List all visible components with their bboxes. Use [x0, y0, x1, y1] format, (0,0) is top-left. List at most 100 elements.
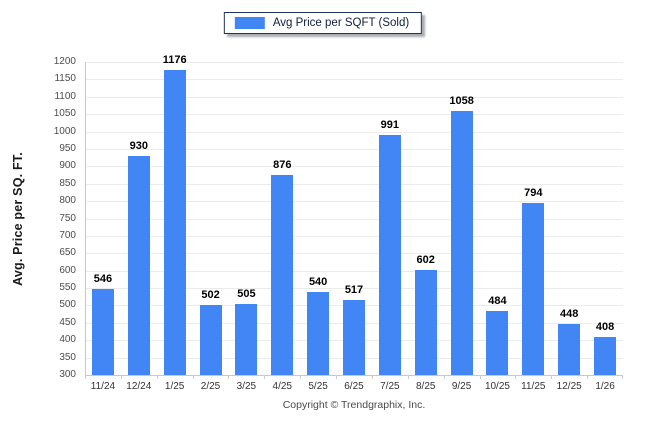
x-tick-label: 2/25: [200, 381, 221, 392]
y-tick-label: 350: [59, 351, 76, 363]
x-tick-label: 9/25: [451, 381, 472, 392]
x-tick-label: 5/25: [308, 381, 328, 392]
x-tick-label: 12/24: [126, 381, 152, 392]
plot-area: 546 11/24 930 12/24 1176 1/25 502 2/25 505 3/25 87…: [85, 54, 623, 392]
x-axis-tick: [371, 375, 373, 379]
y-tick-label: 700: [59, 229, 76, 241]
x-axis-line: [85, 375, 623, 376]
y-tick-label: 650: [59, 247, 76, 259]
x-tick-label: 12/25: [556, 381, 582, 392]
y-tick-label: 950: [59, 142, 76, 154]
bar: [91, 289, 114, 375]
x-axis-tick: [336, 375, 338, 379]
bar: [163, 70, 186, 375]
bar: [235, 303, 258, 375]
x-axis-tick: [228, 375, 230, 379]
x-axis-tick: [551, 375, 553, 379]
bar: [199, 304, 222, 375]
legend: Avg Price per SQFT (Sold): [223, 12, 423, 34]
y-tick-label: 550: [59, 282, 76, 294]
x-axis-tick: [264, 375, 266, 379]
y-tick-label: 450: [59, 316, 76, 328]
y-tick-label: 1100: [54, 90, 76, 102]
gridline: [85, 166, 623, 168]
gridline: [85, 218, 623, 220]
gridline: [85, 201, 623, 203]
legend-swatch: [234, 17, 265, 29]
gridline: [85, 288, 623, 290]
gridline: [85, 148, 623, 150]
gridline: [85, 253, 623, 255]
x-axis-tick: [479, 375, 481, 379]
bar: [271, 174, 294, 375]
x-axis-tick: [156, 375, 158, 379]
x-axis-tick: [407, 375, 409, 379]
x-tick-label: 6/25: [344, 381, 364, 392]
gridline: [85, 183, 623, 185]
x-tick-label: 10/25: [484, 381, 510, 392]
bar: [307, 291, 330, 375]
bar-value-label: 546: [93, 273, 113, 286]
bar-value-label: 1176: [162, 54, 187, 67]
gridline: [85, 235, 623, 237]
bar-value-label: 930: [129, 139, 148, 152]
gridline: [85, 131, 623, 133]
x-axis-tick: [300, 375, 302, 379]
bar: [522, 203, 545, 375]
y-axis-line: [85, 62, 86, 379]
bar-value-label: 602: [416, 253, 435, 266]
gridline: [85, 114, 623, 116]
x-axis-tick: [85, 375, 86, 379]
copyright-text: Copyright © Trendgraphix, Inc.: [282, 399, 426, 411]
bar-value-label: 484: [488, 295, 507, 307]
bar-value-label: 794: [524, 187, 543, 200]
y-tick-label: 900: [59, 160, 76, 172]
legend-label: Avg Price per SQFT (Sold): [272, 17, 410, 29]
x-tick-label: 1/26: [595, 381, 615, 392]
x-axis-tick: [622, 375, 623, 379]
gridline: [85, 79, 623, 81]
x-axis-tick: [515, 375, 517, 379]
bar-value-label: 517: [344, 283, 364, 296]
bar-value-label: 540: [308, 275, 328, 288]
y-tick-label: 850: [59, 177, 76, 189]
bar: [343, 299, 365, 375]
y-tick-label: 1000: [53, 125, 76, 137]
bar-value-label: 505: [237, 287, 256, 300]
bar: [378, 134, 401, 375]
x-tick-label: 8/25: [415, 381, 436, 392]
x-axis-tick: [120, 375, 122, 379]
x-axis-tick: [192, 375, 194, 379]
bar-value-label: 448: [560, 307, 579, 320]
x-tick-label: 11/25: [521, 381, 546, 392]
gridline: [85, 270, 623, 272]
gridline: [85, 62, 623, 63]
gridline: [85, 96, 623, 98]
y-tick-label: 1050: [53, 108, 76, 120]
x-axis-tick: [587, 375, 589, 379]
bar-value-label: 1058: [449, 95, 474, 108]
bar-value-label: 408: [595, 321, 615, 334]
y-tick-label: 750: [59, 212, 76, 224]
y-tick-label: 400: [59, 334, 76, 346]
bar-value-label: 502: [201, 288, 220, 301]
x-tick-label: 7/25: [380, 381, 400, 392]
y-tick-label: 800: [59, 195, 76, 207]
bar: [450, 111, 473, 375]
y-tick-label: 500: [59, 299, 76, 311]
bar: [127, 155, 150, 375]
y-tick-label: 300: [59, 369, 76, 380]
x-tick-label: 4/25: [272, 381, 292, 392]
bar-value-label: 876: [273, 158, 292, 171]
y-tick-label: 600: [59, 264, 76, 276]
bar: [594, 337, 617, 375]
y-tick-label: 1200: [53, 56, 76, 67]
bar: [558, 323, 581, 375]
x-tick-label: 3/25: [236, 381, 257, 392]
bar: [414, 269, 437, 375]
x-tick-label: 1/25: [164, 381, 185, 392]
y-tick-label: 1150: [54, 73, 76, 85]
x-tick-label: 11/24: [90, 381, 116, 392]
bar-value-label: 991: [380, 118, 400, 131]
